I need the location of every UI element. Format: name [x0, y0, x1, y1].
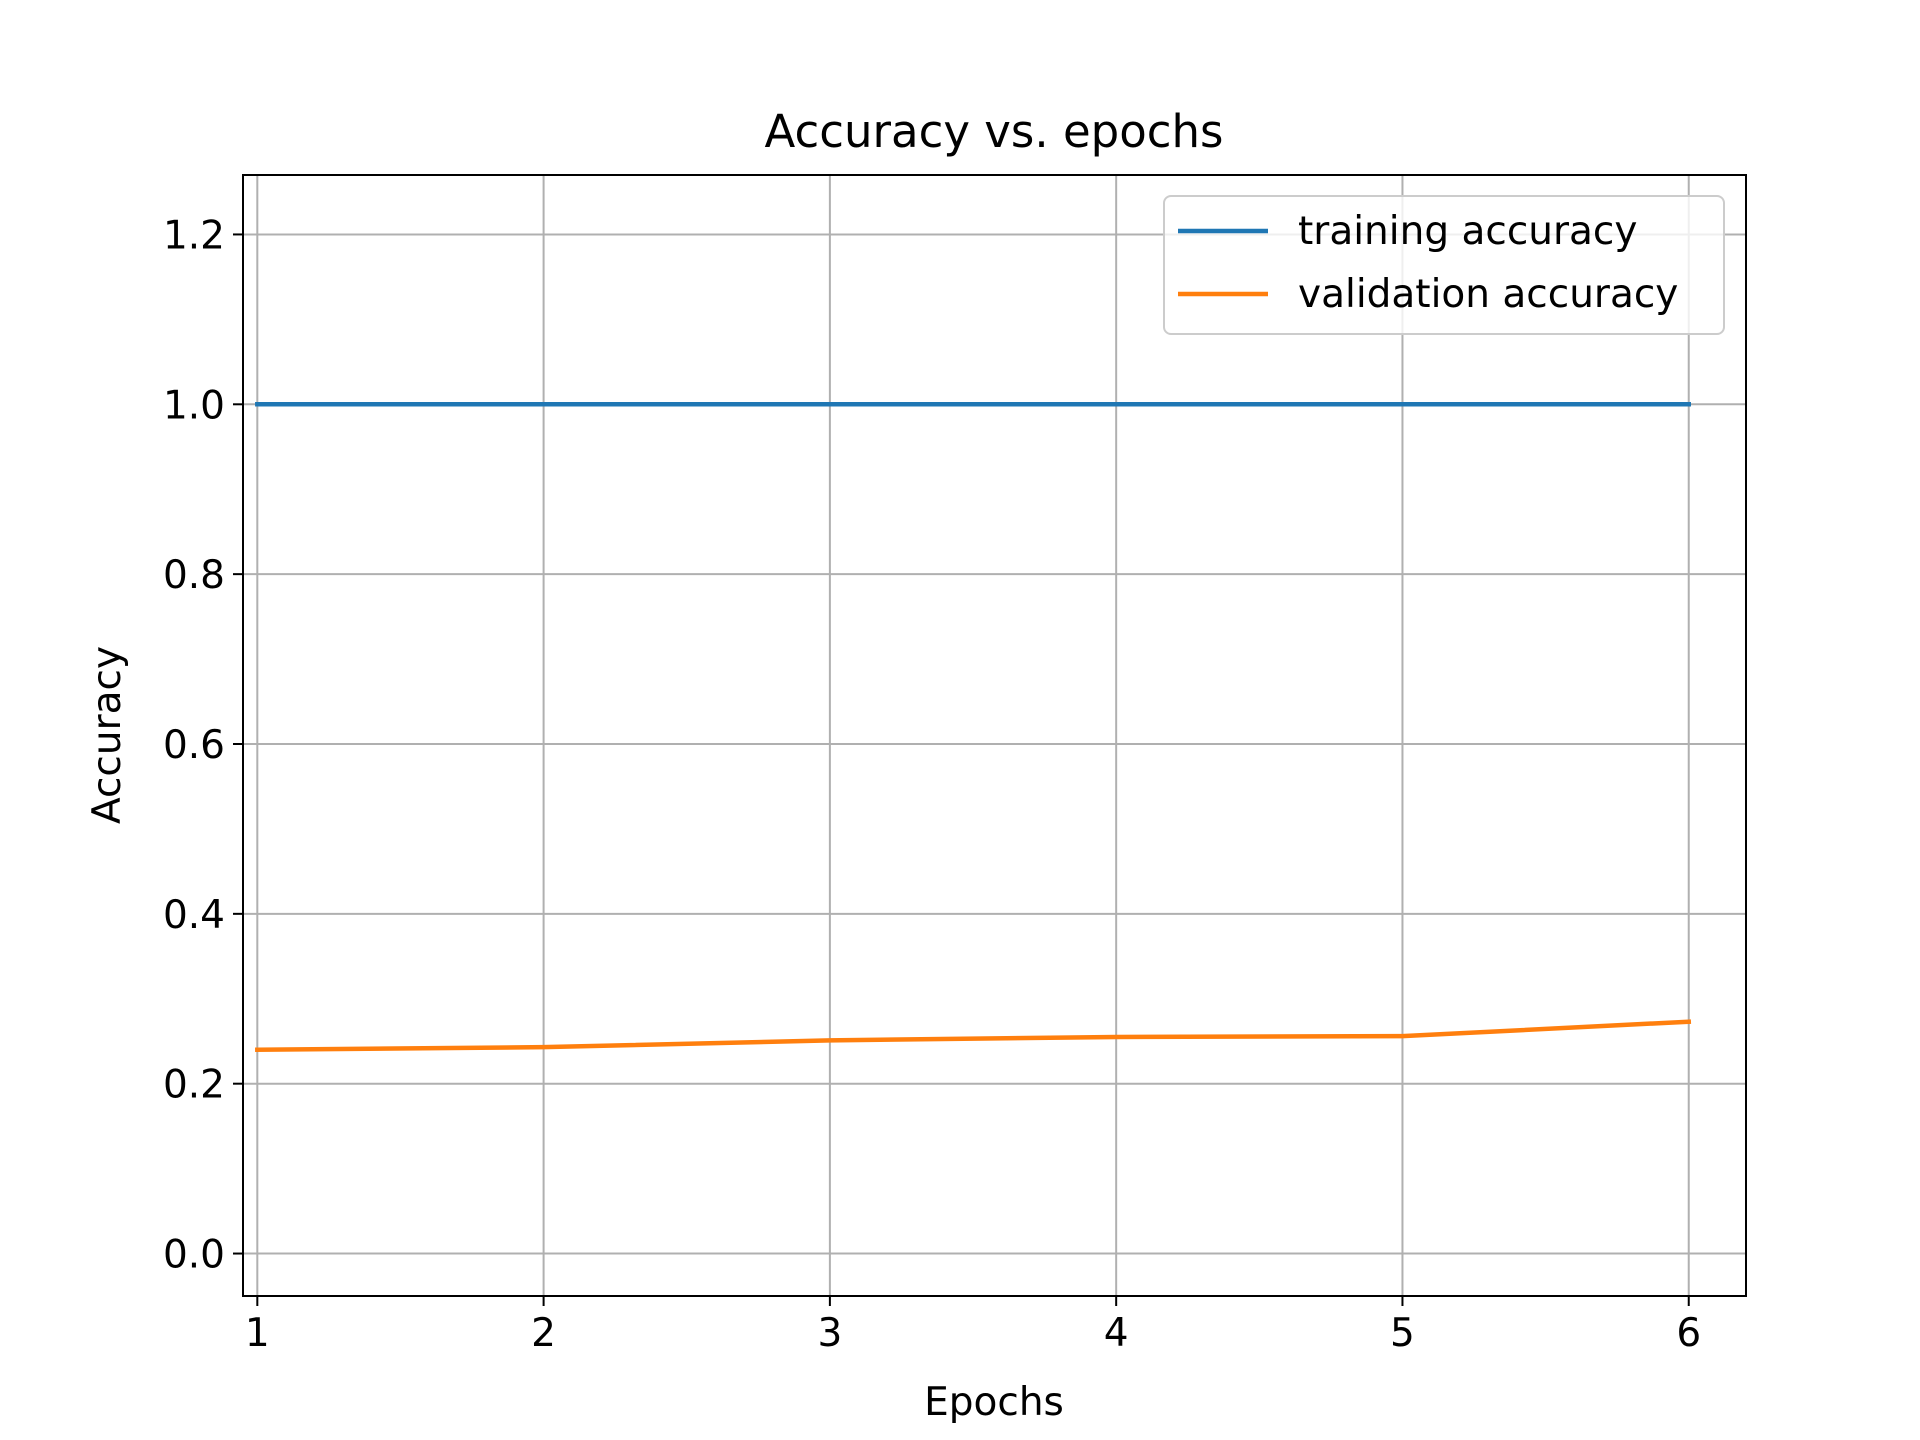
y-tick-label: 0.2	[163, 1063, 225, 1108]
x-axis-label: Epochs	[924, 1380, 1064, 1425]
legend: training accuracy validation accuracy	[1163, 195, 1725, 335]
plot-frame	[242, 174, 1747, 1297]
x-tick-label: 6	[1676, 1311, 1701, 1356]
y-tick-label: 0.0	[163, 1233, 225, 1278]
y-tick-label: 0.4	[163, 893, 225, 938]
grid	[243, 175, 1746, 1296]
y-axis: 0.0 0.2 0.4 0.6 0.8 1.0 1.2	[163, 213, 243, 1278]
x-tick-label: 1	[245, 1311, 270, 1356]
legend-box	[1163, 195, 1725, 335]
y-axis-label: Accuracy	[85, 646, 130, 824]
chart-title: Accuracy vs. epochs	[765, 105, 1224, 158]
series-line-validation-accuracy	[255, 1019, 1692, 1052]
x-tick-label: 3	[817, 1311, 842, 1356]
y-tick-label: 0.8	[163, 553, 225, 598]
x-tick-label: 4	[1104, 1311, 1129, 1356]
y-tick-label: 1.0	[163, 383, 225, 428]
y-tick-label: 0.6	[163, 723, 225, 768]
x-tick-label: 5	[1390, 1311, 1415, 1356]
legend-label-training: training accuracy	[1298, 209, 1637, 254]
legend-label-validation: validation accuracy	[1298, 272, 1678, 317]
x-tick-label: 2	[531, 1311, 556, 1356]
series-layer	[255, 402, 1692, 1052]
y-tick-label: 1.2	[163, 213, 225, 258]
x-axis: 1 2 3 4 5 6	[245, 1296, 1701, 1356]
